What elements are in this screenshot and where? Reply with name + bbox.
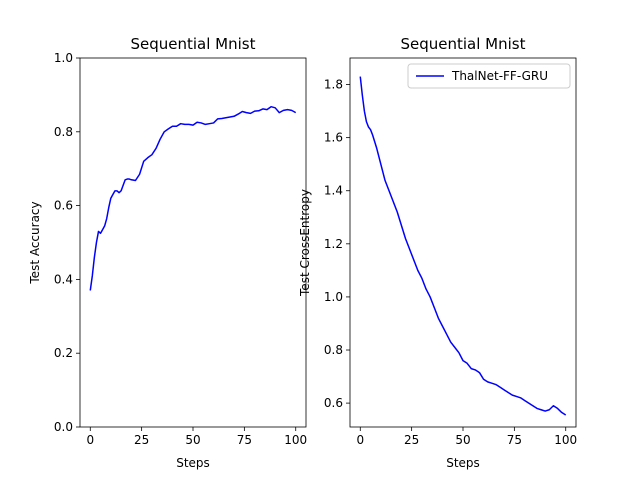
accuracy-chart: 0 25 50 75 100 0.0 0.2 0.4 0.6 0.8 1.0 Sequential M… [28,35,307,470]
ce-xtick-label: 25 [404,433,419,447]
ce-ytick-label: 0.8 [324,343,343,357]
acc-chart-title: Sequential Mnist [130,35,255,53]
ce-chart-title: Sequential Mnist [400,35,525,53]
ce-xtick-label: 75 [507,433,522,447]
acc-ytick-label: 0.6 [54,199,73,213]
ce-y-axis-label: Test CrossEntropy [298,189,312,297]
ce-x-axis-label: Steps [446,456,480,470]
acc-xtick-label: 100 [284,433,307,447]
acc-x-axis-label: Steps [176,456,210,470]
ce-ytick-label: 0.6 [324,396,343,410]
acc-xtick-label: 0 [86,433,94,447]
crossentropy-chart: 0 25 50 75 100 0.6 0.8 1.0 1.2 1.4 1.6 1.8 Sequentia… [298,35,577,470]
ce-xtick-label: 50 [455,433,470,447]
ce-ytick-label: 1.8 [324,78,343,92]
acc-ytick-label: 0.8 [54,125,73,139]
ce-xtick-label: 0 [356,433,364,447]
ce-ytick-label: 1.0 [324,290,343,304]
ce-series-line-0 [359,76,567,416]
acc-ytick-label: 0.0 [54,420,73,434]
ce-axes-frame [349,57,577,428]
ce-ytick-label: 1.6 [324,131,343,145]
ce-legend-label: ThalNet-FF-GRU [451,69,548,83]
acc-xtick-label: 25 [134,433,149,447]
acc-xtick-label: 75 [237,433,252,447]
acc-ytick-label: 0.4 [54,272,73,286]
acc-xtick-label: 50 [185,433,200,447]
ce-legend-box [407,63,571,89]
acc-axes-frame [79,57,307,428]
acc-y-axis-label: Test Accuracy [28,201,42,284]
acc-series-line-0 [89,105,297,291]
acc-ytick-label: 0.2 [54,346,73,360]
ce-ytick-label: 1.2 [324,237,343,251]
ce-ytick-label: 1.4 [324,184,343,198]
acc-ytick-label: 1.0 [54,51,73,65]
ce-legend: ThalNet-FF-GRU [407,63,571,89]
ce-xtick-label: 100 [554,433,577,447]
